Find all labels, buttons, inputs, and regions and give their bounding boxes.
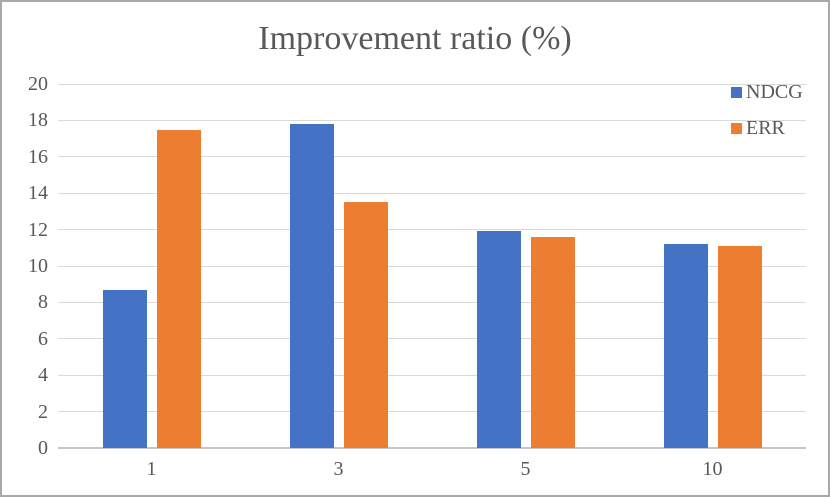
bar-err-category-1 — [156, 129, 201, 448]
legend: NDCG ERR — [731, 81, 803, 155]
gridline-y-14 — [58, 192, 806, 194]
bar-err-category-5 — [530, 236, 575, 448]
y-axis-tick-label-4: 4 — [38, 364, 48, 387]
gridline-y-10 — [58, 265, 806, 267]
gridline-y-16 — [58, 156, 806, 158]
y-axis-tick-label-8: 8 — [38, 291, 48, 314]
y-axis-tick-label-10: 10 — [28, 255, 48, 277]
legend-swatch-icon — [731, 122, 742, 134]
gridline-y-2 — [58, 411, 806, 413]
legend-item-err: ERR — [731, 117, 803, 139]
gridline-y-6 — [58, 338, 806, 340]
y-axis-tick-label-0: 0 — [38, 437, 48, 459]
gridline-y-12 — [58, 229, 806, 231]
x-axis-category-label-1: 1 — [146, 458, 157, 480]
x-axis-category-label-3: 3 — [333, 458, 344, 480]
y-axis-tick-label-20: 20 — [28, 73, 48, 95]
bar-ndcg-category-5 — [476, 231, 521, 448]
legend-swatch-icon — [731, 86, 742, 98]
legend-item-ndcg: NDCG — [731, 81, 803, 103]
x-axis-category-label-5: 5 — [520, 458, 531, 480]
bar-ndcg-category-1 — [102, 289, 147, 448]
y-axis-tick-label-12: 12 — [28, 218, 48, 241]
y-axis-tick-label-18: 18 — [28, 109, 48, 132]
y-axis-tick-label-16: 16 — [28, 145, 48, 168]
bar-ndcg-category-10 — [663, 244, 708, 448]
y-axis-tick-label-2: 2 — [38, 400, 48, 423]
y-axis-tick-label-6: 6 — [38, 327, 48, 350]
gridline-y-8 — [58, 301, 806, 303]
bar-err-category-10 — [717, 245, 762, 448]
y-axis-tick-label-14: 14 — [28, 182, 48, 205]
x-axis-line — [58, 447, 806, 449]
legend-label: ERR — [746, 117, 785, 139]
gridline-y-18 — [58, 119, 806, 121]
bar-err-category-3 — [343, 202, 388, 448]
legend-label: NDCG — [746, 81, 803, 103]
chart-title: Improvement ratio (%) — [258, 20, 572, 57]
bar-ndcg-category-3 — [289, 124, 334, 448]
x-axis-category-label-10: 10 — [702, 458, 723, 480]
gridline-y-20 — [58, 83, 806, 85]
gridline-y-4 — [58, 374, 806, 376]
